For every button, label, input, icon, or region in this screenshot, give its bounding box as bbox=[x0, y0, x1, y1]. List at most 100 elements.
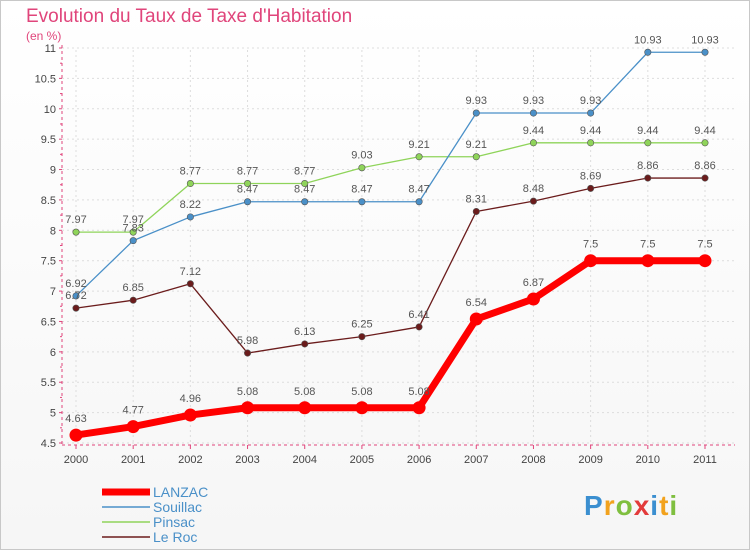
data-point-lanzac bbox=[526, 292, 540, 306]
data-label-souillac: 8.22 bbox=[180, 199, 201, 211]
data-point-lanzac bbox=[126, 420, 140, 434]
x-tick-label: 2000 bbox=[64, 454, 88, 466]
data-point-lanzac bbox=[641, 254, 655, 268]
data-point-souillac bbox=[472, 109, 480, 117]
data-label-pinsac: 9.44 bbox=[637, 125, 658, 137]
y-tick-label: 10 bbox=[44, 104, 56, 116]
data-label-lanzac: 7.5 bbox=[640, 239, 655, 251]
data-label-lanzac: 5.08 bbox=[294, 386, 315, 398]
chart-title: Evolution du Taux de Taxe d'Habitation bbox=[26, 6, 353, 27]
x-tick-label: 2002 bbox=[178, 454, 202, 466]
data-label-lanzac: 4.77 bbox=[122, 405, 143, 417]
data-label-le-roc: 6.72 bbox=[65, 290, 86, 302]
data-label-lanzac: 7.5 bbox=[583, 239, 598, 251]
data-point-pinsac bbox=[587, 139, 595, 147]
data-point-souillac bbox=[186, 213, 194, 221]
data-label-pinsac: 9.44 bbox=[523, 125, 544, 137]
data-label-souillac: 9.93 bbox=[580, 95, 601, 107]
x-tick-label: 2001 bbox=[121, 454, 145, 466]
data-label-lanzac: 4.63 bbox=[65, 413, 86, 425]
data-point-le-roc bbox=[186, 280, 194, 288]
data-point-le-roc bbox=[587, 184, 595, 192]
data-point-souillac bbox=[529, 109, 537, 117]
data-point-le-roc bbox=[129, 296, 137, 304]
data-label-souillac: 7.83 bbox=[122, 223, 143, 235]
data-point-pinsac bbox=[358, 164, 366, 172]
data-point-pinsac bbox=[301, 180, 309, 188]
data-label-le-roc: 8.86 bbox=[694, 160, 715, 172]
data-point-pinsac bbox=[701, 139, 709, 147]
chart-subtitle: (en %) bbox=[26, 29, 62, 43]
data-point-lanzac bbox=[183, 408, 197, 422]
data-label-lanzac: 7.5 bbox=[697, 239, 712, 251]
data-point-souillac bbox=[129, 237, 137, 245]
data-label-le-roc: 6.41 bbox=[408, 309, 429, 321]
data-point-lanzac bbox=[469, 312, 483, 326]
data-point-souillac bbox=[587, 109, 595, 117]
data-label-souillac: 8.47 bbox=[408, 184, 429, 196]
data-point-souillac bbox=[701, 48, 709, 56]
data-point-souillac bbox=[415, 198, 423, 206]
data-label-le-roc: 5.98 bbox=[237, 335, 258, 347]
x-tick-label: 2005 bbox=[350, 454, 374, 466]
data-label-souillac: 6.92 bbox=[65, 278, 86, 290]
legend-label-souillac: Souillac bbox=[153, 499, 202, 515]
data-point-le-roc bbox=[244, 349, 252, 357]
y-tick-label: 5 bbox=[50, 408, 56, 420]
legend-label-le-roc: Le Roc bbox=[153, 529, 197, 545]
data-label-lanzac: 5.08 bbox=[237, 386, 258, 398]
data-point-le-roc bbox=[72, 304, 80, 312]
data-label-souillac: 10.93 bbox=[691, 34, 719, 46]
data-label-pinsac: 9.44 bbox=[580, 125, 601, 137]
data-label-pinsac: 9.21 bbox=[408, 139, 429, 151]
x-tick-label: 2010 bbox=[636, 454, 660, 466]
data-point-le-roc bbox=[701, 174, 709, 182]
data-point-pinsac bbox=[529, 139, 537, 147]
x-tick-label: 2011 bbox=[693, 454, 717, 466]
x-tick-label: 2009 bbox=[578, 454, 602, 466]
series-line-le-roc bbox=[75, 177, 706, 354]
data-label-le-roc: 6.25 bbox=[351, 319, 372, 331]
series-line-lanzac bbox=[72, 257, 709, 439]
data-label-le-roc: 8.69 bbox=[580, 170, 601, 182]
x-tick-label: 2007 bbox=[464, 454, 488, 466]
data-label-souillac: 8.47 bbox=[351, 184, 372, 196]
data-point-pinsac bbox=[644, 139, 652, 147]
data-label-souillac: 8.47 bbox=[294, 184, 315, 196]
data-point-le-roc bbox=[415, 323, 423, 331]
data-point-le-roc bbox=[529, 197, 537, 205]
y-tick-label: 5.5 bbox=[41, 377, 56, 389]
data-point-lanzac bbox=[241, 401, 255, 415]
data-point-lanzac bbox=[69, 428, 83, 442]
data-label-lanzac: 4.96 bbox=[180, 393, 201, 405]
y-tick-label: 8.5 bbox=[41, 195, 56, 207]
data-label-le-roc: 6.85 bbox=[122, 282, 143, 294]
data-label-le-roc: 8.31 bbox=[466, 193, 487, 205]
data-point-pinsac bbox=[129, 228, 137, 236]
data-label-pinsac: 8.77 bbox=[294, 166, 315, 178]
data-point-le-roc bbox=[644, 174, 652, 182]
data-point-le-roc bbox=[358, 333, 366, 341]
data-label-pinsac: 8.77 bbox=[180, 166, 201, 178]
series-line-pinsac bbox=[75, 142, 706, 233]
data-point-le-roc bbox=[301, 340, 309, 348]
data-point-lanzac bbox=[298, 401, 312, 415]
y-tick-label: 7.5 bbox=[41, 256, 56, 268]
data-label-lanzac: 5.08 bbox=[351, 386, 372, 398]
x-tick-label: 2008 bbox=[521, 454, 545, 466]
y-tick-label: 9 bbox=[50, 165, 56, 177]
data-label-lanzac: 5.08 bbox=[408, 386, 429, 398]
data-label-pinsac: 8.77 bbox=[237, 166, 258, 178]
data-point-pinsac bbox=[186, 180, 194, 188]
data-point-souillac bbox=[644, 48, 652, 56]
data-label-le-roc: 8.48 bbox=[523, 183, 544, 195]
series-line-souillac bbox=[75, 51, 706, 297]
data-point-pinsac bbox=[244, 180, 252, 188]
y-tick-label: 8 bbox=[50, 225, 56, 237]
data-point-lanzac bbox=[698, 254, 712, 268]
x-tick-label: 2003 bbox=[235, 454, 259, 466]
data-point-souillac bbox=[301, 198, 309, 206]
data-point-pinsac bbox=[72, 228, 80, 236]
